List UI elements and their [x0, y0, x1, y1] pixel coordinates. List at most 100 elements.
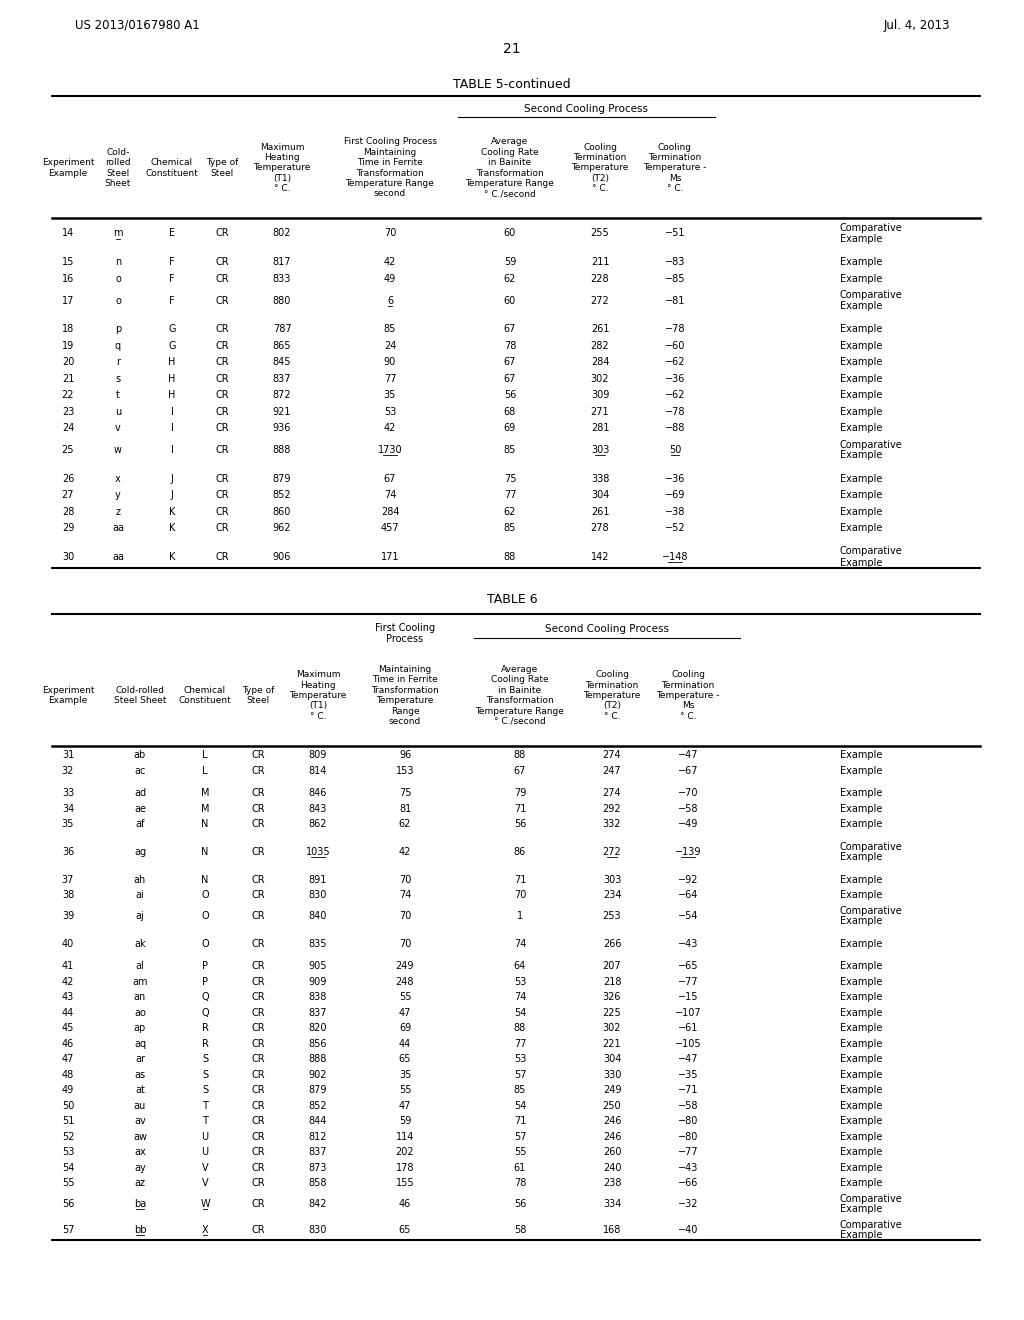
Text: 852: 852	[272, 490, 291, 500]
Text: 57: 57	[514, 1131, 526, 1142]
Text: 860: 860	[272, 507, 291, 516]
Text: −77: −77	[678, 977, 698, 987]
Text: −52: −52	[665, 523, 685, 533]
Text: L: L	[203, 766, 208, 776]
Text: 202: 202	[395, 1147, 415, 1158]
Text: 856: 856	[309, 1039, 328, 1049]
Text: 75: 75	[504, 474, 516, 483]
Text: 921: 921	[272, 407, 291, 417]
Text: 284: 284	[381, 507, 399, 516]
Text: 833: 833	[272, 273, 291, 284]
Text: −43: −43	[678, 1163, 698, 1172]
Text: K: K	[169, 523, 175, 533]
Text: p: p	[115, 325, 121, 334]
Text: 837: 837	[309, 1147, 328, 1158]
Text: N: N	[202, 847, 209, 857]
Text: Example: Example	[840, 450, 883, 461]
Text: 820: 820	[309, 1023, 328, 1034]
Text: Cold-rolled
Steel Sheet: Cold-rolled Steel Sheet	[114, 686, 166, 705]
Text: 35: 35	[61, 820, 74, 829]
Text: L: L	[203, 750, 208, 760]
Text: ab: ab	[134, 750, 146, 760]
Text: 42: 42	[384, 424, 396, 433]
Text: 838: 838	[309, 993, 328, 1002]
Text: 909: 909	[309, 977, 328, 987]
Text: 38: 38	[61, 890, 74, 900]
Text: −77: −77	[678, 1147, 698, 1158]
Text: 281: 281	[591, 424, 609, 433]
Text: 17: 17	[61, 296, 74, 305]
Text: First Cooling
Process: First Cooling Process	[375, 623, 435, 644]
Text: 67: 67	[384, 474, 396, 483]
Text: CR: CR	[251, 1179, 265, 1188]
Text: 817: 817	[272, 257, 291, 267]
Text: v: v	[115, 424, 121, 433]
Text: CR: CR	[251, 1023, 265, 1034]
Text: E: E	[169, 228, 175, 239]
Text: CR: CR	[251, 1055, 265, 1064]
Text: 292: 292	[603, 804, 622, 813]
Text: M: M	[201, 788, 209, 799]
Text: 39: 39	[61, 911, 74, 921]
Text: 24: 24	[384, 341, 396, 351]
Text: 49: 49	[384, 273, 396, 284]
Text: −78: −78	[665, 407, 685, 417]
Text: −32: −32	[678, 1199, 698, 1209]
Text: 56: 56	[514, 1199, 526, 1209]
Text: −15: −15	[678, 993, 698, 1002]
Text: V: V	[202, 1163, 208, 1172]
Text: CR: CR	[251, 1039, 265, 1049]
Text: 58: 58	[514, 1225, 526, 1236]
Text: 843: 843	[309, 804, 328, 813]
Text: 332: 332	[603, 820, 622, 829]
Text: W: W	[200, 1199, 210, 1209]
Text: 61: 61	[514, 1163, 526, 1172]
Text: 77: 77	[514, 1039, 526, 1049]
Text: 858: 858	[309, 1179, 328, 1188]
Text: Example: Example	[840, 1023, 883, 1034]
Text: S: S	[202, 1085, 208, 1096]
Text: 60: 60	[504, 296, 516, 305]
Text: 905: 905	[309, 961, 328, 972]
Text: 246: 246	[603, 1131, 622, 1142]
Text: −83: −83	[665, 257, 685, 267]
Text: F: F	[169, 296, 175, 305]
Text: X: X	[202, 1225, 208, 1236]
Text: s: s	[116, 374, 121, 384]
Text: Example: Example	[840, 1055, 883, 1064]
Text: Example: Example	[840, 1069, 883, 1080]
Text: 330: 330	[603, 1069, 622, 1080]
Text: −80: −80	[678, 1131, 698, 1142]
Text: 70: 70	[384, 228, 396, 239]
Text: G: G	[168, 325, 176, 334]
Text: 1730: 1730	[378, 445, 402, 455]
Text: Example: Example	[840, 341, 883, 351]
Text: Example: Example	[840, 1117, 883, 1126]
Text: 238: 238	[603, 1179, 622, 1188]
Text: CR: CR	[251, 1131, 265, 1142]
Text: S: S	[202, 1055, 208, 1064]
Text: 51: 51	[61, 1117, 74, 1126]
Text: O: O	[201, 911, 209, 921]
Text: au: au	[134, 1101, 146, 1110]
Text: CR: CR	[251, 875, 265, 884]
Text: Comparative: Comparative	[840, 1195, 903, 1204]
Text: 35: 35	[398, 1069, 412, 1080]
Text: −71: −71	[678, 1085, 698, 1096]
Text: 67: 67	[504, 358, 516, 367]
Text: 234: 234	[603, 890, 622, 900]
Text: 18: 18	[61, 325, 74, 334]
Text: 840: 840	[309, 911, 328, 921]
Text: 35: 35	[384, 391, 396, 400]
Text: av: av	[134, 1117, 145, 1126]
Text: Cold-
rolled
Steel
Sheet: Cold- rolled Steel Sheet	[104, 148, 131, 187]
Text: az: az	[134, 1179, 145, 1188]
Text: Comparative: Comparative	[840, 440, 903, 450]
Text: CR: CR	[251, 1225, 265, 1236]
Text: Example: Example	[840, 358, 883, 367]
Text: CR: CR	[251, 993, 265, 1002]
Text: Example: Example	[840, 890, 883, 900]
Text: Example: Example	[840, 490, 883, 500]
Text: Example: Example	[840, 875, 883, 884]
Text: 14: 14	[61, 228, 74, 239]
